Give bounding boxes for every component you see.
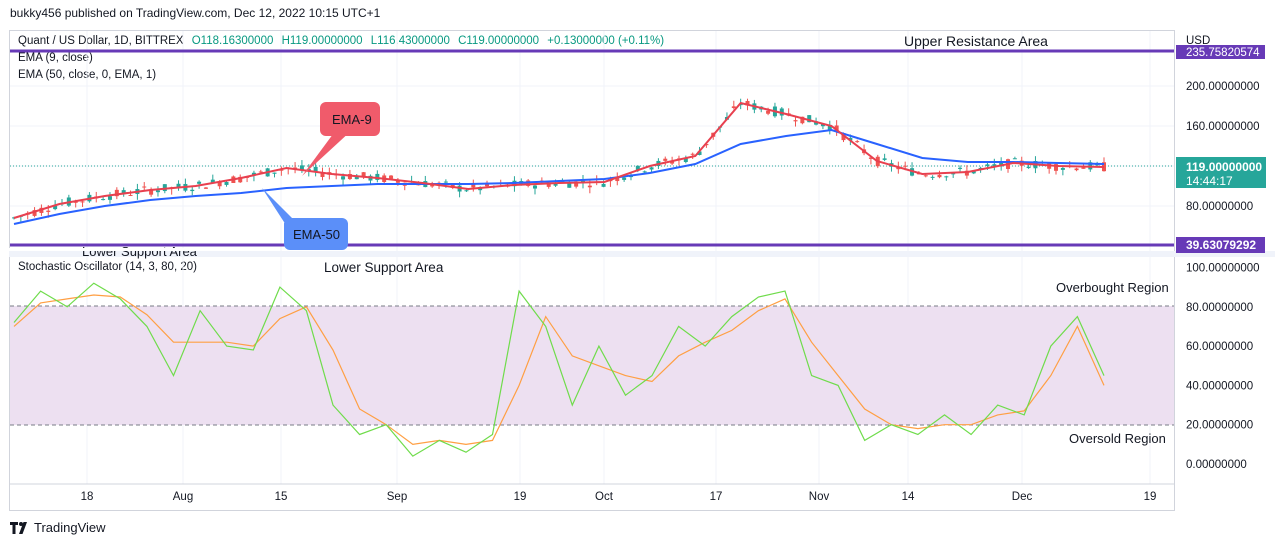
price-axis-separator xyxy=(1174,30,1175,511)
tradingview-brand: TradingView xyxy=(34,520,106,535)
stoch-tick-label: 0.00000000 xyxy=(1186,459,1247,471)
symbol-title[interactable]: Quant / US Dollar, 1D, BITTREX xyxy=(18,35,184,47)
stoch-tick-label: 40.00000000 xyxy=(1186,380,1253,392)
symbol-legend: Quant / US Dollar, 1D, BITTREX O118.1630… xyxy=(18,35,669,47)
change-value: +0.13000000 (+0.11%) xyxy=(547,35,665,47)
price-tick-label: 200.00000000 xyxy=(1186,81,1260,93)
current-price-badge xyxy=(1176,157,1266,188)
close-value: C119.00000000 xyxy=(458,35,540,47)
price-tick-label: 120.00000000 xyxy=(1186,161,1260,173)
stoch-tick-label: 60.00000000 xyxy=(1186,341,1253,353)
upper-level-badge xyxy=(1176,45,1265,59)
ema9-legend[interactable]: EMA (9, close) xyxy=(18,52,93,64)
stoch-legend[interactable]: Stochastic Oscillator (14, 3, 80, 20) xyxy=(18,261,197,273)
tradingview-logo[interactable]: TradingView xyxy=(10,520,106,535)
stoch-tick-label: 100.00000000 xyxy=(1186,263,1260,275)
currency-label: USD xyxy=(1186,35,1210,47)
current-price-value: 119.00000000 xyxy=(1186,160,1262,174)
upper-level-value: 235.75820574 xyxy=(1186,47,1260,59)
tradingview-logo-icon xyxy=(10,521,27,534)
high-value: H119.00000000 xyxy=(281,35,363,47)
low-value: L116.43000000 xyxy=(370,35,450,47)
price-tick-label: 80.00000000 xyxy=(1186,201,1253,213)
stoch-tick-label: 80.00000000 xyxy=(1186,302,1253,314)
stoch-tick-label: 20.00000000 xyxy=(1186,420,1253,432)
publish-info: bukky456 published on TradingView.com, D… xyxy=(10,6,381,20)
lower-level-value: 39.63079292 xyxy=(1186,238,1256,252)
ema50-legend[interactable]: EMA (50, close, 0, EMA, 1) xyxy=(18,69,157,81)
pane-separator[interactable] xyxy=(9,251,1275,257)
open-value: O118.16300000 xyxy=(191,35,274,47)
price-tick-label: 160.00000000 xyxy=(1186,121,1260,133)
countdown-value: 14:44:17 xyxy=(1186,174,1233,188)
